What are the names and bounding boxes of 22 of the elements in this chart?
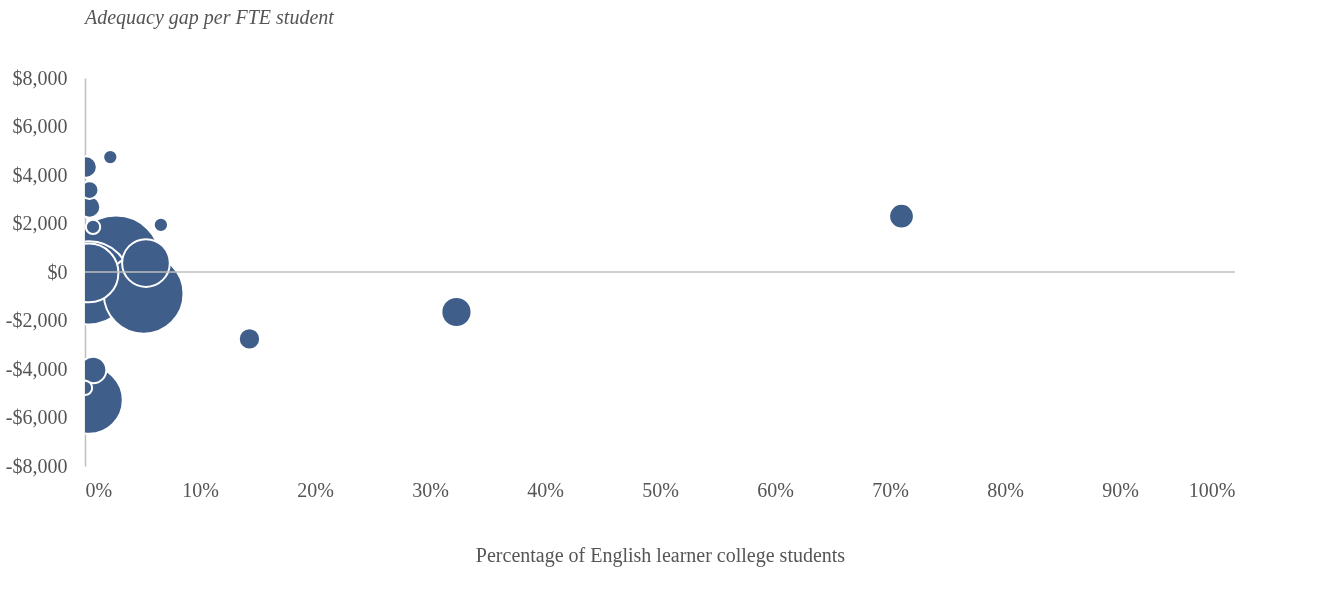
x-tick-label: 40%	[527, 478, 564, 501]
x-tick-label: 80%	[987, 478, 1024, 501]
y-tick-label: -$4,000	[5, 357, 68, 380]
y-tick-label: -$6,000	[5, 406, 68, 428]
x-tick-label: 10%	[182, 478, 219, 501]
x-tick-label: 20%	[297, 478, 334, 501]
y-tick-label: $6,000	[12, 115, 68, 137]
y-tick-label: $0	[47, 260, 68, 283]
x-tick-label: 30%	[412, 478, 449, 501]
y-tick-label: $2,000	[12, 212, 68, 234]
x-tick-label: 60%	[757, 478, 794, 501]
x-tick-label: 70%	[872, 478, 909, 501]
x-tick-label: 90%	[1102, 478, 1139, 501]
y-tick-label: -$2,000	[5, 309, 68, 331]
y-tick-label: $8,000	[12, 66, 68, 89]
y-tick-label: $4,000	[12, 163, 68, 186]
y-tick-label: -$8,000	[5, 454, 68, 477]
x-tick-label: 50%	[642, 478, 679, 501]
x-tick-label: 100%	[1188, 478, 1236, 501]
x-axis-title: Percentage of English learner college students	[475, 543, 846, 567]
chart-title: Adequacy gap per FTE student	[83, 6, 335, 29]
x-tick-label: 0%	[85, 478, 113, 501]
